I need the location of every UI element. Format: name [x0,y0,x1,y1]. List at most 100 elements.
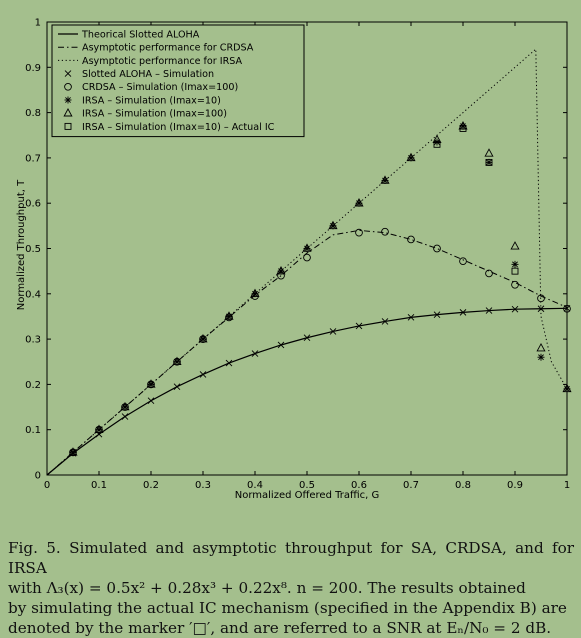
data-point-triangle [562,383,572,393]
data-point-x [511,305,519,313]
data-point-triangle [432,134,442,144]
series-4 [69,227,571,457]
y-tick-label: 0.4 [25,289,41,300]
data-point-triangle [328,220,338,230]
x-tick-label: 0.9 [507,480,523,491]
data-point-x [64,70,72,77]
x-tick-label: 0.2 [143,480,159,491]
data-point-triangle [380,175,390,184]
chart-legend: Theorical Slotted ALOHA Asymptotic perfor… [51,24,305,138]
x-axis-label: Normalized Offered Traffic, G [235,490,380,501]
data-point-x [251,350,259,357]
data-point-x [147,397,155,405]
data-point-x [199,371,207,378]
data-point-circle [537,294,545,303]
data-point-circle [355,228,363,237]
data-point-triangle [484,148,494,157]
legend-label: IRSA – Simulation (Imax=10) – Actual IC [82,122,275,133]
legend-entry: Asymptotic performance for IRSA [58,56,243,67]
data-point-circle [303,253,311,262]
data-point-star [511,260,519,268]
series-line [46,307,568,476]
x-tick-label: 1 [564,480,570,491]
data-point-x [173,383,181,390]
legend-label: IRSA – Simulation (Imax=100) [82,109,227,120]
y-tick-label: 0.9 [25,63,41,74]
data-point-triangle [510,241,520,250]
data-point-star [485,158,493,166]
data-point-x [537,305,545,313]
data-point-x [225,359,233,367]
y-tick-label: 0.3 [25,335,41,346]
data-point-x [329,328,337,335]
legend-label: Asymptotic performance for CRDSA [82,43,254,54]
data-point-triangle [276,266,286,275]
y-tick-label: 0.7 [25,153,41,164]
data-point-triangle [536,343,546,352]
legend-label: Asymptotic performance for IRSA [82,56,243,67]
legend-entry: Theorical Slotted ALOHA [58,29,200,40]
legend-entry: Slotted ALOHA – Simulation [64,69,214,80]
caption-line: denoted by the marker ′□′, and are refer… [8,619,552,637]
data-point-square [433,140,441,148]
series-1 [46,229,568,476]
y-tick-label: 1 [35,18,41,29]
data-point-triangle [146,379,156,388]
data-point-circle [511,280,519,289]
data-point-x [355,322,363,330]
y-tick-label: 0.8 [25,108,41,119]
data-point-circle [381,227,389,236]
data-point-triangle [120,401,130,411]
legend-entry: IRSA – Simulation (Imax=10) – Actual IC [64,122,275,133]
legend-label: IRSA – Simulation (Imax=10) [82,95,221,106]
data-point-triangle [250,288,260,298]
x-tick-label: 0.6 [351,480,367,491]
data-point-square [511,267,519,275]
data-point-triangle [63,108,73,117]
legend-label: CRDSA – Simulation (Imax=100) [82,82,238,93]
chart-series [46,48,572,476]
x-tick-label: 0.7 [403,480,419,491]
data-point-star [537,353,545,361]
legend-entry: IRSA – Simulation (Imax=100) [63,108,227,120]
data-point-triangle [198,333,208,343]
data-point-triangle [172,356,182,365]
x-tick-label: 0 [44,480,50,491]
y-tick-label: 0.2 [25,380,41,391]
data-point-star [433,138,441,146]
data-point-x [121,413,129,420]
data-point-x [381,318,389,325]
data-point-circle [563,304,571,313]
data-point-triangle [406,152,416,162]
y-tick-label: 0.5 [25,244,41,255]
caption-line: with Λ₃(x) = 0.5x² + 0.28x³ + 0.22x⁸. n … [8,579,526,597]
data-point-circle [64,82,72,91]
data-point-square [64,122,72,130]
legend-entry: CRDSA – Simulation (Imax=100) [64,82,238,93]
x-tick-label: 0.1 [91,480,107,491]
data-point-x [407,314,415,321]
series-line [46,229,568,476]
data-point-star [64,96,72,104]
data-point-triangle [68,447,78,456]
data-point-circle [407,235,415,244]
legend-box [51,24,305,138]
throughput-chart: 0 0.1 0.2 0.3 0.4 0.5 0.6 0.7 0.8 0.9 1 0 0.1 0.2 0.3 0… [16,18,572,501]
x-tick-label: 0.3 [195,480,211,491]
data-point-x [433,311,441,318]
data-point-triangle [302,243,312,252]
y-tick-label: 0 [35,471,41,482]
x-tick-label: 0.4 [247,480,263,491]
x-tick-label: 0.8 [455,480,471,491]
x-tick-label: 0.5 [299,480,315,491]
caption-line: Fig. 5. Simulated and asymptotic through… [8,539,574,577]
y-tick-label: 0.6 [25,199,41,210]
data-point-x [485,307,493,314]
series-0 [46,307,568,476]
caption-line: by simulating the actual IC mechanism (s… [8,599,567,617]
data-point-x [277,341,285,349]
data-point-triangle [94,424,104,433]
figure-caption: Fig. 5. Simulated and asymptotic through… [8,538,574,638]
data-point-circle [433,244,441,253]
series-5 [69,122,571,456]
